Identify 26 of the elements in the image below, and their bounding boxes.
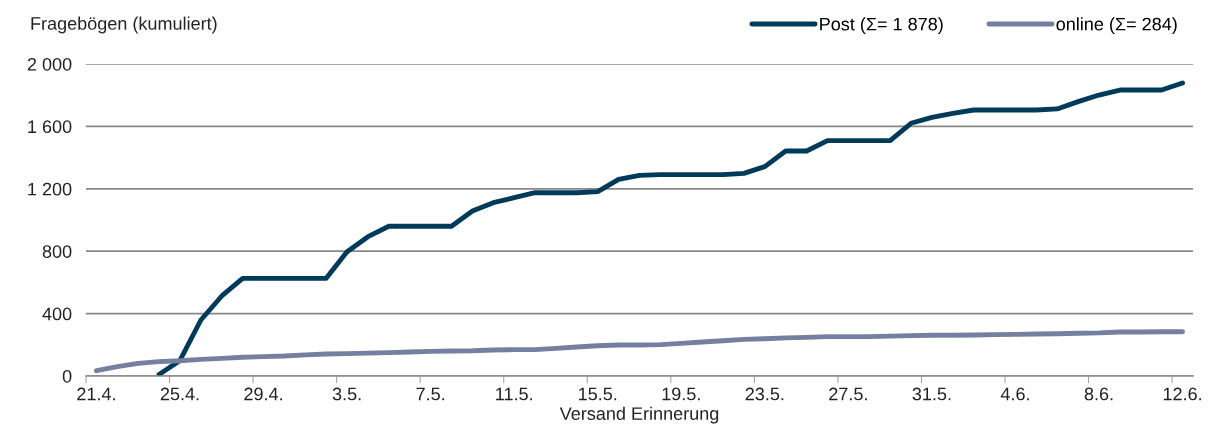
x-tick-label: 12.6. — [1163, 387, 1201, 401]
x-tick-label: 11.5. — [496, 387, 532, 401]
line-series — [94, 329, 1185, 374]
y-tick-label: 800 — [42, 245, 72, 258]
line-series — [156, 80, 1185, 376]
x-tick-label: 3.5. — [332, 387, 361, 401]
x-tick-label: 7.5. — [416, 387, 445, 401]
legend-label: online (Σ= 284) — [1056, 17, 1177, 35]
y-tick-label: 2 000 — [27, 57, 72, 71]
y-axis-title: Fragebögen (kumuliert) — [31, 16, 217, 34]
x-tick-label: 23.5. — [745, 387, 784, 401]
legend-label: Post (Σ= 1 878) — [820, 17, 943, 35]
x-tick-label: 25.4. — [160, 387, 199, 401]
x-tick-label: 19.5. — [662, 387, 700, 401]
y-tick-label: 1 200 — [28, 182, 72, 196]
x-tick-label: 29.4. — [244, 387, 282, 401]
x-tick-label: 31.5. — [912, 387, 951, 401]
x-tick-label: 4.6. — [1000, 387, 1029, 401]
x-tick-label: 27.5. — [829, 387, 867, 401]
x-axis-title: Versand Erinnerung — [559, 406, 719, 424]
x-tick-label: 15.5. — [579, 387, 617, 401]
x-tick-label: 8.6. — [1084, 387, 1113, 401]
y-tick-label: 1 600 — [28, 120, 72, 134]
y-tick-label: 400 — [42, 307, 72, 321]
x-tick-label: 21.4. — [77, 387, 115, 401]
y-tick-label: 0 — [62, 369, 72, 383]
